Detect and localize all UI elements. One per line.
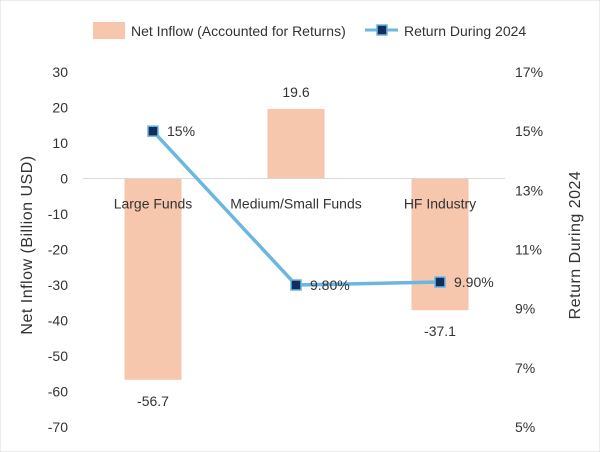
y-left-tick-label: -50	[48, 348, 68, 364]
y-left-tick-label: -10	[48, 206, 68, 222]
y-right-tick-label: 9%	[515, 301, 535, 317]
y-left-tick-label: 20	[52, 100, 68, 116]
y-right-tick-label: 7%	[515, 360, 535, 376]
legend-swatch-net-inflow	[93, 22, 125, 39]
bar-2	[411, 178, 469, 311]
y-left-tick-label: -60	[48, 384, 68, 400]
y-left-tick-label: -40	[48, 313, 68, 329]
bars	[124, 108, 469, 380]
legend-marker-return	[376, 24, 388, 36]
y-left-ticks: 30 20 10 0 -10 -20 -30 -40 -50 -60 -70	[48, 64, 68, 435]
y-right-tick-label: 11%	[515, 242, 542, 258]
category-label: HF Industry	[404, 196, 476, 212]
y-right-tick-label: 5%	[515, 419, 535, 435]
return-data-label: 9.90%	[454, 274, 494, 290]
y-left-tick-label: -20	[48, 242, 68, 258]
bar-data-label: 19.6	[282, 84, 309, 100]
bar-data-label: -37.1	[424, 323, 456, 339]
return-point	[290, 279, 302, 291]
y-left-tick-label: -70	[48, 419, 68, 435]
category-labels: Large Funds Medium/Small Funds HF Industry	[114, 196, 476, 212]
return-point	[147, 125, 159, 137]
return-line-series: 15% 9.80% 9.90%	[147, 123, 494, 293]
bar-data-label: -56.7	[137, 393, 169, 409]
y-right-ticks: 17% 15% 13% 11% 9% 7% 5%	[515, 64, 543, 435]
y-left-tick-label: -30	[48, 277, 68, 293]
bar-data-labels: -56.7 19.6 -37.1	[137, 84, 456, 409]
y-left-tick-label: 30	[52, 64, 68, 80]
bar-0	[124, 178, 182, 380]
y-left-tick-label: 0	[60, 171, 68, 187]
category-label: Large Funds	[114, 196, 193, 212]
bar-1	[267, 108, 325, 179]
y-right-tick-label: 17%	[515, 64, 543, 80]
legend: Net Inflow (Accounted for Returns) Retur…	[93, 22, 526, 39]
return-data-label: 9.80%	[310, 277, 350, 293]
legend-label-net-inflow: Net Inflow (Accounted for Returns)	[131, 23, 346, 39]
category-label: Medium/Small Funds	[230, 196, 362, 212]
y-left-tick-label: 10	[52, 135, 68, 151]
return-data-label: 15%	[167, 123, 195, 139]
legend-label-return: Return During 2024	[404, 23, 526, 39]
y-left-axis-title: Net Inflow (Billion USD)	[19, 155, 36, 334]
y-right-axis-title: Return During 2024	[567, 171, 584, 320]
y-right-tick-label: 13%	[515, 182, 543, 198]
return-point	[434, 276, 446, 288]
y-right-tick-label: 15%	[515, 123, 543, 139]
